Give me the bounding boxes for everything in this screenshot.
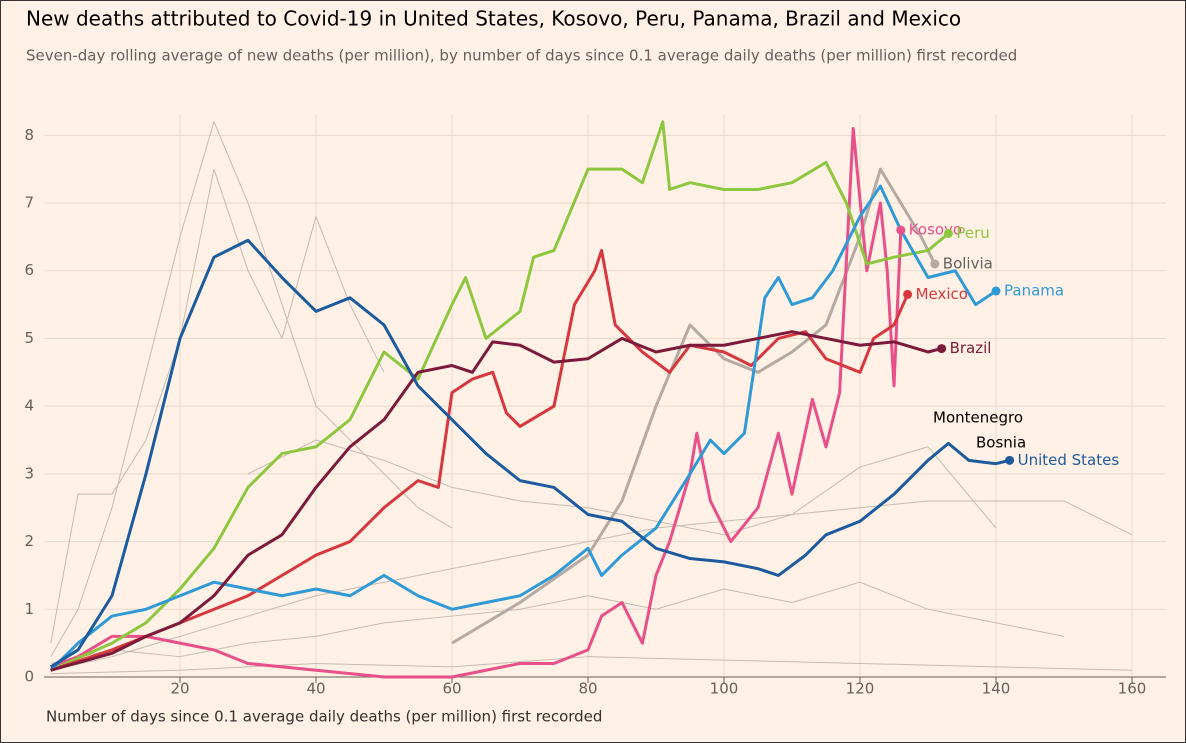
y-tick-label: 3 (24, 464, 34, 482)
end-dot (937, 344, 947, 354)
series-line (451, 167, 937, 645)
chart-subtitle: Seven-day rolling average of new deaths … (26, 47, 1017, 65)
y-tick-label: 1 (24, 600, 34, 618)
background-line (50, 656, 1133, 675)
series-label: Brazil (950, 339, 992, 357)
background-line (50, 121, 453, 657)
series-line (50, 248, 909, 672)
x-tick-label: 120 (846, 680, 875, 698)
series-label: Mexico (916, 285, 968, 303)
y-tick-label: 2 (24, 532, 34, 550)
series-label: Peru (956, 224, 989, 242)
chart-title: New deaths attributed to Covid-19 in Uni… (26, 7, 961, 31)
x-tick-label: 80 (578, 680, 597, 698)
x-tick-label: 100 (710, 680, 739, 698)
annotation: Bosnia (976, 434, 1026, 452)
end-dot (1005, 455, 1015, 465)
y-tick-label: 8 (24, 126, 34, 144)
x-tick-label: 140 (982, 680, 1011, 698)
y-tick-label: 5 (24, 329, 34, 347)
x-axis-label: Number of days since 0.1 average daily d… (46, 708, 602, 726)
x-tick-label: 20 (170, 680, 189, 698)
end-dot (991, 286, 1001, 296)
end-dot (903, 289, 913, 299)
y-tick-label: 6 (24, 261, 34, 279)
background-line (50, 168, 385, 644)
x-tick-label: 160 (1118, 680, 1147, 698)
end-dot (896, 225, 906, 235)
x-tick-label: 40 (306, 680, 325, 698)
y-tick-label: 7 (24, 194, 34, 212)
plot-area (49, 120, 1133, 679)
series-line (50, 330, 942, 672)
y-tick-label: 0 (24, 668, 34, 686)
series-label: Kosovo (909, 221, 962, 239)
series-line (50, 120, 950, 672)
background-line (50, 500, 1133, 671)
series-label: Panama (1004, 282, 1064, 300)
series-line (49, 184, 997, 672)
end-dot (943, 228, 953, 238)
y-tick-label: 4 (24, 397, 34, 415)
series-line (50, 127, 903, 679)
background-line (247, 439, 997, 536)
series-label: Bolivia (943, 254, 993, 272)
end-dot (930, 259, 940, 269)
series-label: United States (1018, 451, 1120, 469)
annotation: Montenegro (933, 409, 1023, 427)
x-tick-label: 60 (442, 680, 461, 698)
series-line (50, 238, 1010, 669)
